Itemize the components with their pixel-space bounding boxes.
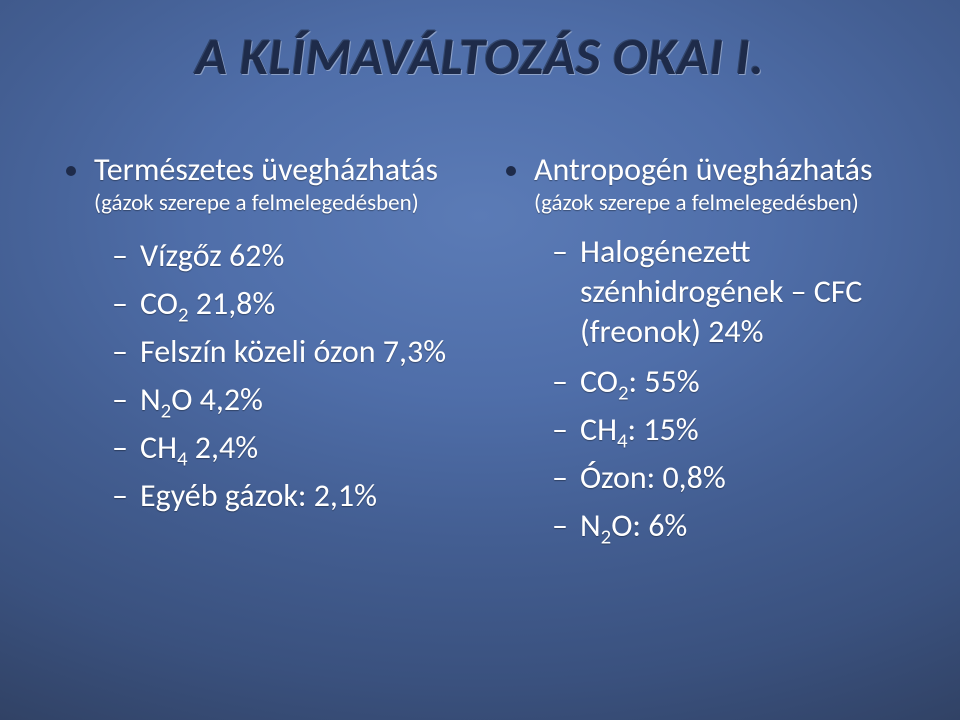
text: CO — [580, 362, 618, 401]
right-heading: Antropogén üvegházhatás — [500, 150, 950, 190]
right-subtitle: (gázok szerepe a felmelegedésben) — [500, 190, 950, 218]
subscript: 2 — [601, 523, 612, 549]
left-column: Természetes üvegházhatás (gázok szerepe … — [0, 150, 480, 550]
list-item: N2O 4,2% — [60, 376, 470, 424]
list-item: Felszín közeli ózon 7,3% — [60, 328, 470, 376]
text: 21,8% — [189, 284, 276, 323]
slide-title: A KLÍMAVÁLTOZÁS OKAI I. — [0, 24, 960, 88]
list-item: Vízgőz 62% — [60, 232, 470, 280]
text: N — [580, 506, 601, 545]
list-item: CO2 21,8% — [60, 280, 470, 328]
list-item: Egyéb gázok: 2,1% — [60, 472, 470, 520]
text: N — [140, 380, 161, 419]
subscript: 2 — [618, 379, 629, 405]
list-item: N2O: 6% — [500, 502, 950, 550]
text: 2,4% — [188, 428, 259, 467]
text: O 4,2% — [171, 380, 263, 419]
subscript: 4 — [177, 445, 188, 471]
text: : 55% — [629, 362, 700, 401]
left-heading: Természetes üvegházhatás — [60, 150, 470, 190]
text: CH — [580, 410, 617, 449]
subscript: 2 — [178, 301, 189, 327]
list-item: Halogénezett szénhidrogének – CFC (freon… — [500, 232, 950, 358]
text: O: 6% — [611, 506, 687, 545]
list-item: Ózon: 0,8% — [500, 454, 950, 502]
text: CO — [140, 284, 178, 323]
text: CH — [140, 428, 177, 467]
subscript: 4 — [617, 427, 628, 453]
text: szénhidrogének – CFC — [580, 272, 862, 311]
text: (freonok) 24% — [580, 312, 763, 351]
list-item: CH4: 15% — [500, 406, 950, 454]
text: Halogénezett — [580, 232, 751, 271]
text: : 15% — [628, 410, 699, 449]
subscript: 2 — [161, 397, 172, 423]
left-subtitle: (gázok szerepe a felmelegedésben) — [60, 190, 470, 218]
slide: A KLÍMAVÁLTOZÁS OKAI I. Természetes üveg… — [0, 0, 960, 720]
list-item: CO2: 55% — [500, 358, 950, 406]
right-column: Antropogén üvegházhatás (gázok szerepe a… — [480, 150, 960, 550]
list-item: CH4 2,4% — [60, 424, 470, 472]
slide-body: Természetes üvegházhatás (gázok szerepe … — [0, 150, 960, 550]
